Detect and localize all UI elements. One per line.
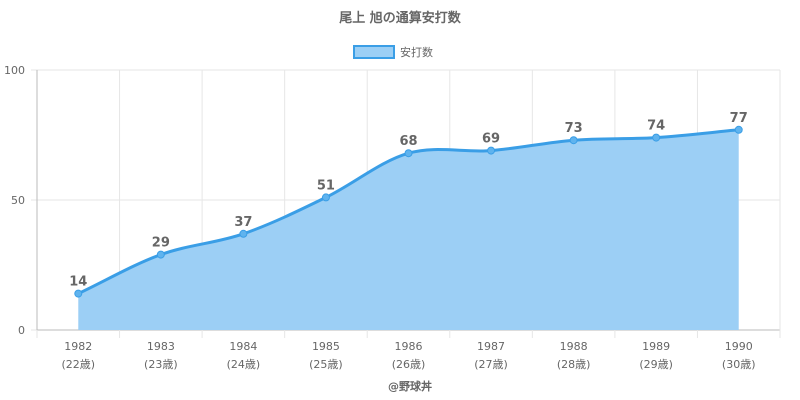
x-tick-label: 1987 xyxy=(477,340,505,353)
y-tick-label: 50 xyxy=(11,194,25,207)
x-tick-label: 1990 xyxy=(725,340,753,353)
legend-label: 安打数 xyxy=(400,45,433,59)
data-label: 68 xyxy=(399,134,417,149)
x-tick-label: 1986 xyxy=(395,340,423,353)
x-tick-label: 1989 xyxy=(642,340,670,353)
x-tick-sublabel: (25歳) xyxy=(309,358,343,371)
data-label: 69 xyxy=(482,132,500,147)
chart-title: 尾上 旭の通算安打数 xyxy=(339,10,462,26)
data-label: 29 xyxy=(152,236,170,251)
credit-text: @野球丼 xyxy=(388,379,432,393)
x-tick-label: 1982 xyxy=(64,340,92,353)
data-point xyxy=(487,146,496,155)
legend[interactable]: 安打数 xyxy=(353,45,433,59)
x-tick-sublabel: (28歳) xyxy=(557,358,591,371)
x-tick-label: 1985 xyxy=(312,340,340,353)
data-label: 73 xyxy=(565,121,583,136)
x-tick-label: 1983 xyxy=(147,340,175,353)
data-label: 51 xyxy=(317,178,335,193)
data-labels: 14 29 37 51 68 69 73 74 77 xyxy=(69,111,748,290)
data-points xyxy=(74,125,743,298)
data-point xyxy=(74,289,83,298)
x-tick-sublabel: (27歳) xyxy=(474,358,508,371)
x-tick-sublabel: (26歳) xyxy=(392,358,426,371)
y-tick-label: 100 xyxy=(4,64,25,77)
data-label: 37 xyxy=(234,215,252,230)
x-tick-sublabel: (30歳) xyxy=(722,358,756,371)
data-point xyxy=(239,229,248,238)
series-area xyxy=(78,129,739,330)
data-label: 14 xyxy=(69,275,87,290)
data-point xyxy=(156,250,165,259)
data-point xyxy=(569,136,578,145)
data-label: 74 xyxy=(647,119,665,134)
x-tick-sublabel: (23歳) xyxy=(144,358,178,371)
x-tick-sublabel: (29歳) xyxy=(639,358,673,371)
data-label: 77 xyxy=(730,111,748,126)
x-tick-sublabel: (22歳) xyxy=(61,358,95,371)
data-point xyxy=(652,133,661,142)
x-tick-sublabel: (24歳) xyxy=(227,358,261,371)
x-tick-label: 1984 xyxy=(229,340,257,353)
data-point xyxy=(404,149,413,158)
x-tick-label: 1988 xyxy=(560,340,588,353)
data-point xyxy=(321,193,330,202)
x-axis: 1982 (22歳) 1983 (23歳) 1984 (24歳) 1985 (25歳) 1986… xyxy=(61,340,755,371)
data-point xyxy=(734,125,743,134)
legend-swatch xyxy=(353,45,395,59)
y-tick-label: 0 xyxy=(18,324,25,337)
y-axis: 0 50 100 xyxy=(4,64,25,337)
